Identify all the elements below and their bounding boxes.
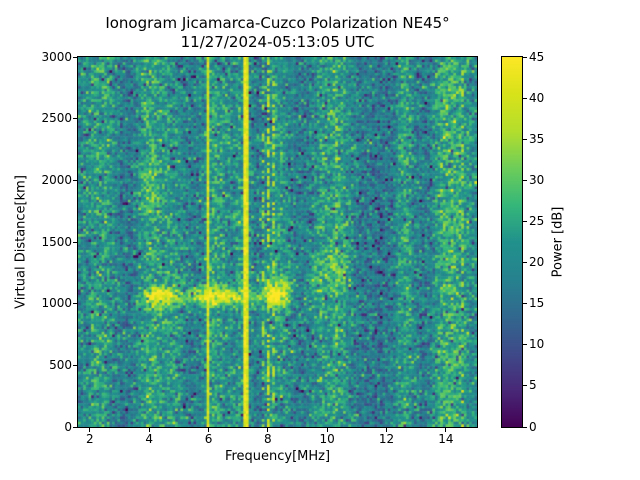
colorbar-tick-label: 10 — [529, 337, 545, 352]
colorbar-tick-mark — [523, 220, 527, 222]
x-tick-mark — [326, 428, 328, 432]
colorbar-gradient — [502, 57, 522, 427]
figure-title: Ionogram Jicamarca-Cuzco Polarization NE… — [105, 14, 450, 32]
x-tick-label: 14 — [438, 432, 454, 446]
y-tick-mark — [73, 118, 77, 120]
colorbar-tick-mark — [523, 303, 527, 305]
y-tick-mark — [73, 179, 77, 181]
x-tick-label: 10 — [319, 432, 335, 446]
colorbar-tick-label: 35 — [529, 131, 545, 146]
figure-subtitle: 11/27/2024-05:13:05 UTC — [180, 33, 375, 51]
x-tick-mark — [267, 428, 269, 432]
y-axis-label: Virtual Distance[km] — [13, 175, 29, 309]
colorbar — [501, 56, 523, 428]
x-tick-mark — [386, 428, 388, 432]
x-tick-label: 6 — [204, 432, 213, 446]
y-tick-mark — [73, 364, 77, 366]
ionogram-canvas — [78, 57, 477, 427]
y-tick-label: 3000 — [41, 49, 72, 64]
y-tick-label: 2000 — [41, 172, 72, 187]
colorbar-label: Power [dB] — [550, 206, 566, 278]
colorbar-tick-label: 20 — [529, 255, 545, 270]
y-tick-label: 500 — [49, 357, 72, 372]
y-tick-label: 2500 — [41, 111, 72, 126]
colorbar-tick-label: 45 — [529, 49, 545, 64]
y-tick-mark — [73, 303, 77, 305]
colorbar-tick-mark — [523, 56, 527, 58]
plot-area — [77, 56, 478, 428]
colorbar-tick-mark — [523, 179, 527, 181]
x-tick-label: 8 — [264, 432, 272, 446]
x-axis-label: Frequency[MHz] — [224, 449, 331, 464]
y-tick-label: 1000 — [41, 296, 72, 311]
x-tick-label: 2 — [86, 432, 94, 446]
colorbar-tick-mark — [523, 344, 527, 346]
y-tick-label: 0 — [64, 419, 72, 434]
x-tick-mark — [208, 428, 210, 432]
x-tick-label: 4 — [145, 432, 154, 446]
colorbar-tick-mark — [523, 262, 527, 264]
x-tick-label: 12 — [378, 432, 395, 446]
colorbar-tick-label: 5 — [529, 378, 537, 393]
colorbar-tick-label: 15 — [529, 296, 545, 311]
colorbar-tick-label: 25 — [529, 213, 545, 228]
colorbar-tick-label: 40 — [529, 90, 545, 105]
colorbar-tick-label: 30 — [529, 172, 545, 187]
y-tick-mark — [73, 241, 77, 243]
colorbar-tick-mark — [523, 97, 527, 99]
x-tick-mark — [445, 428, 447, 432]
colorbar-tick-label: 0 — [529, 419, 537, 434]
y-tick-label: 1500 — [41, 234, 72, 249]
x-tick-mark — [148, 428, 150, 432]
colorbar-tick-mark — [523, 138, 527, 140]
colorbar-tick-mark — [523, 385, 527, 387]
x-tick-mark — [89, 428, 91, 432]
colorbar-tick-mark — [523, 426, 527, 428]
y-tick-mark — [73, 426, 77, 428]
y-tick-mark — [73, 56, 77, 58]
